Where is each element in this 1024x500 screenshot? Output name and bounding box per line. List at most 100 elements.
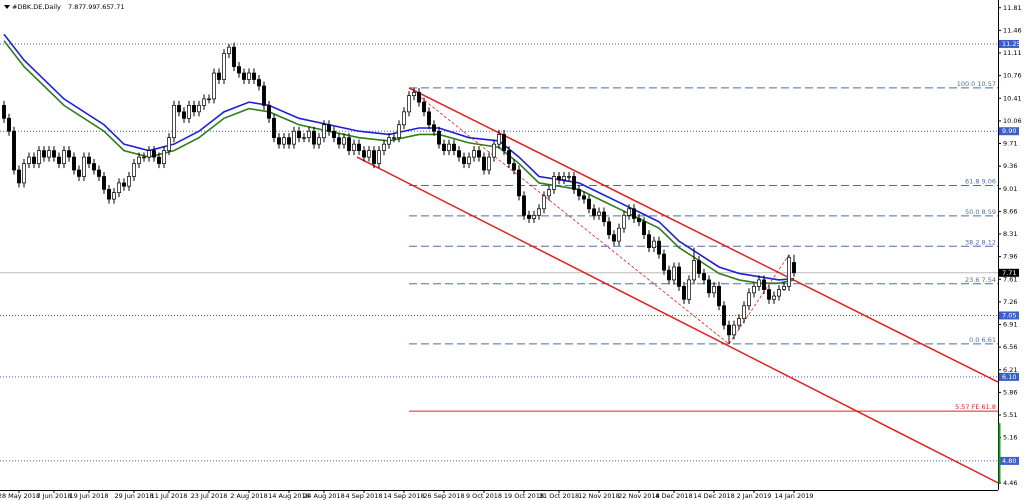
x-tick-label: 2 Aug 2018	[230, 492, 268, 500]
candle-body	[52, 150, 56, 158]
candle-body	[607, 221, 611, 236]
x-tick-label: 22 Nov 2018	[618, 492, 660, 500]
candle-body	[602, 211, 606, 223]
candle-body	[2, 105, 6, 119]
candle-body	[392, 137, 396, 139]
candle-body	[777, 289, 781, 297]
last-open: 7.87	[68, 3, 82, 11]
candle-body	[207, 98, 211, 101]
candle-body	[577, 189, 581, 197]
candle-body	[187, 105, 191, 119]
x-tick-label: 19 Oct 2018	[504, 492, 544, 500]
candle-body	[237, 66, 241, 74]
channel-line	[356, 156, 999, 484]
candle-body	[307, 130, 311, 139]
y-tick-label: 11.11	[1003, 49, 1022, 57]
candle-body	[792, 262, 796, 274]
candle-body	[637, 218, 641, 223]
candle-body	[142, 156, 146, 159]
x-tick-label: 14 Dec 2018	[693, 492, 735, 500]
fib-label: 100.0 10.57	[957, 80, 996, 88]
fib-label: 38.2 8.12	[965, 238, 996, 246]
candle-body	[772, 295, 776, 300]
candle-body	[732, 324, 736, 336]
fib-label: 0.0 6.61	[969, 336, 996, 344]
candle-body	[782, 286, 786, 290]
candle-body	[422, 101, 426, 113]
candle-body	[197, 105, 201, 113]
candle-body	[642, 221, 646, 236]
candle-body	[662, 253, 666, 271]
candle-body	[17, 169, 21, 184]
candle-body	[657, 240, 661, 255]
candle-body	[572, 176, 576, 190]
candle-body	[127, 176, 131, 187]
candle-body	[167, 137, 171, 151]
candle-body	[282, 137, 286, 145]
candle-body	[582, 195, 586, 200]
fib-zigzag	[408, 87, 790, 345]
last-close: 7.71	[110, 3, 124, 11]
candle-body	[597, 211, 601, 216]
candle-body	[647, 234, 651, 248]
candle-body	[487, 156, 491, 171]
candle-body	[497, 134, 501, 145]
candle-body	[377, 150, 381, 164]
y-tick-label: 5.51	[1003, 411, 1017, 419]
candle-body	[232, 46, 236, 67]
candle-body	[22, 163, 26, 184]
last-low: 7.65	[96, 3, 110, 11]
candle-body	[462, 156, 466, 164]
candle-body	[177, 105, 181, 113]
y-tick-label: 6.21	[1003, 366, 1017, 374]
x-tick-label: 2 Jan 2019	[737, 492, 772, 500]
x-tick-label: 24 Aug 2018	[303, 492, 345, 500]
level-box	[999, 311, 1019, 320]
candle-body	[362, 150, 366, 158]
y-tick-label: 7.26	[1003, 298, 1017, 306]
fib-label: 23.6 7.54	[965, 276, 996, 284]
y-tick-label: 10.06	[1003, 117, 1022, 125]
candle-body	[27, 156, 31, 164]
candle-body	[262, 85, 266, 106]
candle-body	[87, 156, 91, 164]
candle-body	[152, 150, 156, 158]
candle-body	[622, 214, 626, 229]
candle-body	[627, 208, 631, 216]
candle-body	[652, 240, 656, 248]
candle-body	[677, 266, 681, 287]
candle-body	[137, 156, 141, 164]
level-label: 4.80	[1002, 457, 1016, 465]
candle-body	[412, 92, 416, 97]
x-tick-label: 4 Dec 2018	[655, 492, 692, 500]
title-arrow	[4, 5, 10, 9]
x-tick-label: 26 Sep 2018	[423, 492, 464, 500]
last-high: 7.99	[82, 3, 96, 11]
candle-body	[592, 208, 596, 216]
candle-body	[502, 134, 506, 151]
candle-body	[682, 286, 686, 300]
candle-body	[787, 256, 791, 287]
candle-body	[547, 189, 551, 197]
candle-body	[727, 324, 731, 336]
candle-body	[387, 137, 391, 145]
candle-body	[432, 124, 436, 132]
x-tick-label: 19 Jun 2018	[69, 492, 108, 500]
candle-body	[132, 163, 136, 177]
candle-body	[222, 53, 226, 80]
candle-body	[347, 137, 351, 151]
candle-body	[357, 143, 361, 151]
candle-body	[37, 150, 41, 164]
candle-body	[32, 156, 36, 164]
expansion-label: 5.57 FE 61.8	[955, 403, 996, 411]
x-tick-label: 14 Aug 2018	[268, 492, 310, 500]
candle-body	[257, 79, 261, 87]
y-tick-label: 11.81	[1003, 4, 1022, 12]
candle-body	[147, 150, 151, 158]
candle-body	[417, 92, 421, 103]
candle-body	[612, 234, 616, 242]
candle-body	[617, 227, 621, 242]
candle-body	[672, 266, 676, 281]
candle-body	[522, 195, 526, 216]
